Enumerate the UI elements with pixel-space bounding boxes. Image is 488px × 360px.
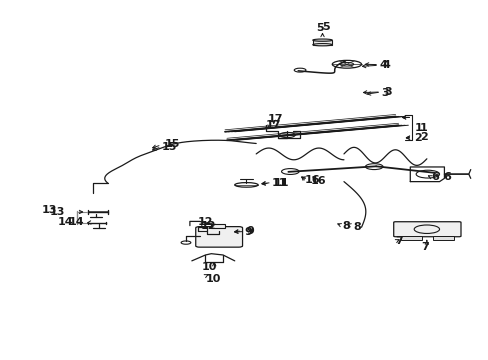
Bar [400,236,421,240]
Text: 9: 9 [246,226,254,236]
Text: 2: 2 [413,132,421,143]
Text: 16: 16 [305,175,320,185]
Text: 10: 10 [201,262,217,273]
Text: 1: 1 [413,123,421,133]
Text: 14: 14 [57,217,73,228]
Text: 2: 2 [419,132,427,142]
Ellipse shape [312,44,331,46]
Text: 3: 3 [380,87,388,98]
Text: 8: 8 [353,222,361,232]
Text: 5: 5 [316,23,324,33]
Text: 12: 12 [200,221,216,231]
Text: 12: 12 [197,217,213,227]
Text: 13: 13 [41,205,57,215]
Text: 14: 14 [69,217,84,228]
Text: 15: 15 [164,139,180,149]
Bar [312,40,331,45]
Text: 11: 11 [271,177,287,188]
Text: 17: 17 [267,114,283,124]
Text: 1: 1 [419,123,427,133]
Text: 9: 9 [244,226,252,237]
Text: 13: 13 [49,207,65,217]
Text: 11: 11 [273,177,289,188]
Ellipse shape [312,39,331,41]
Bar [432,236,453,240]
Text: 6: 6 [431,172,439,182]
Text: 6: 6 [443,172,450,183]
Text: 4: 4 [378,60,386,70]
Text: 16: 16 [310,176,326,186]
Text: 3: 3 [383,87,391,97]
Text: 4: 4 [382,60,390,69]
Text: 7: 7 [395,236,403,246]
FancyBboxPatch shape [195,226,242,247]
Text: 17: 17 [265,120,281,130]
Text: 15: 15 [161,142,177,152]
Text: 8: 8 [341,221,349,231]
Bar [211,224,224,228]
Text: 7: 7 [420,242,428,252]
Text: 5: 5 [322,22,329,32]
Text: 10: 10 [205,274,221,284]
FancyBboxPatch shape [393,222,460,237]
